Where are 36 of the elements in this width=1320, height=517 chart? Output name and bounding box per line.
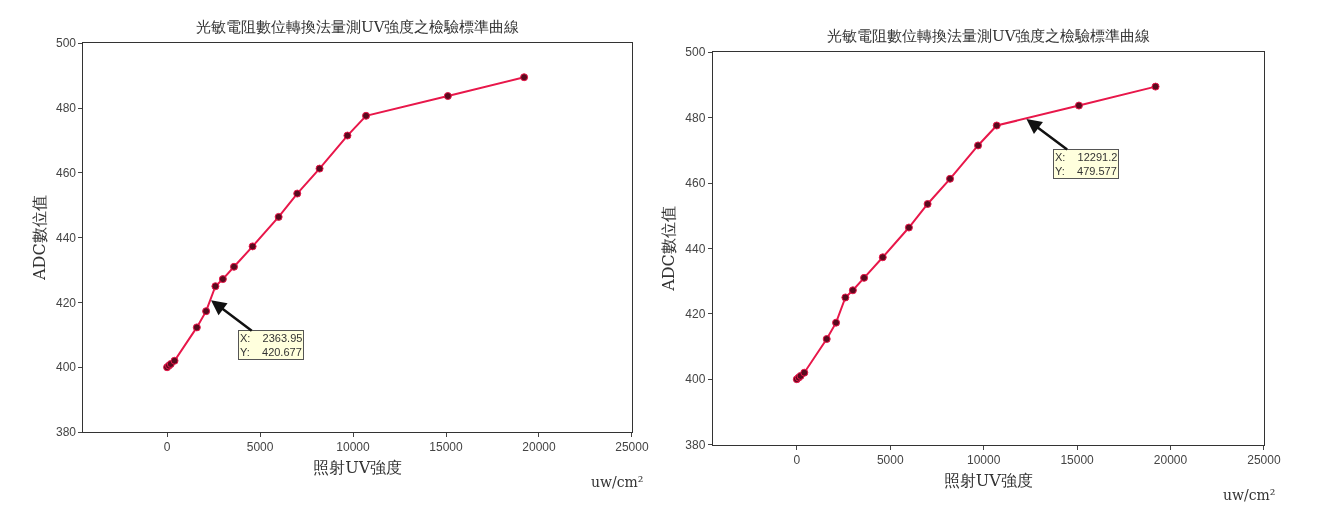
annotation: X: 12291.2 Y: 479.577 xyxy=(1055,151,1118,178)
x-tick-label: 10000 xyxy=(336,440,371,455)
x-tick-label: 15000 xyxy=(1060,453,1095,468)
y-tick-label: 500 xyxy=(55,36,77,51)
x-axis-title: 照射UV強度 xyxy=(313,458,403,478)
y-tick-label: 440 xyxy=(55,230,77,245)
y-tick-label: 420 xyxy=(55,295,77,310)
y-tick-label: 380 xyxy=(55,425,77,440)
x-tick-label: 0 xyxy=(793,453,801,468)
y-axis-title: ADC數位值 xyxy=(659,206,679,292)
annotation: X: 2363.95 Y: 420.677 xyxy=(240,332,303,359)
y-tick-label: 420 xyxy=(685,307,706,322)
y-tick-label: 400 xyxy=(685,372,706,387)
y-tick-label: 460 xyxy=(685,176,706,191)
x-tick-label: 25000 xyxy=(1247,453,1281,468)
x-tick-label: 5000 xyxy=(246,440,274,455)
text: uw/cm² xyxy=(1223,487,1276,503)
x-axis-title: 照射UV強度 xyxy=(943,470,1033,490)
text: uw/cm² xyxy=(591,474,644,490)
y-tick-label: 500 xyxy=(685,45,706,60)
y-tick-label: 440 xyxy=(685,241,706,256)
y-tick-label: 480 xyxy=(55,101,77,116)
x-tick-label: 0 xyxy=(163,440,171,455)
y-axis-title: ADC數位值 xyxy=(29,195,49,281)
x-tick-label: 5000 xyxy=(876,453,904,468)
x-tick-label: 20000 xyxy=(1153,453,1188,468)
chart-title: 光敏電阻數位轉換法量測UV強度之檢驗標準曲線 xyxy=(196,18,520,36)
x-tick-label: 25000 xyxy=(615,440,649,455)
x-tick-label: 15000 xyxy=(429,440,464,455)
y-tick-label: 380 xyxy=(685,437,706,452)
y-tick-label: 460 xyxy=(55,166,77,181)
chart-title: 光敏電阻數位轉換法量測UV強度之檢驗標準曲線 xyxy=(827,27,1151,45)
y-tick-label: 400 xyxy=(55,360,77,375)
x-tick-label: 10000 xyxy=(966,453,1001,468)
y-tick-label: 480 xyxy=(685,110,706,125)
x-tick-label: 20000 xyxy=(522,440,556,455)
